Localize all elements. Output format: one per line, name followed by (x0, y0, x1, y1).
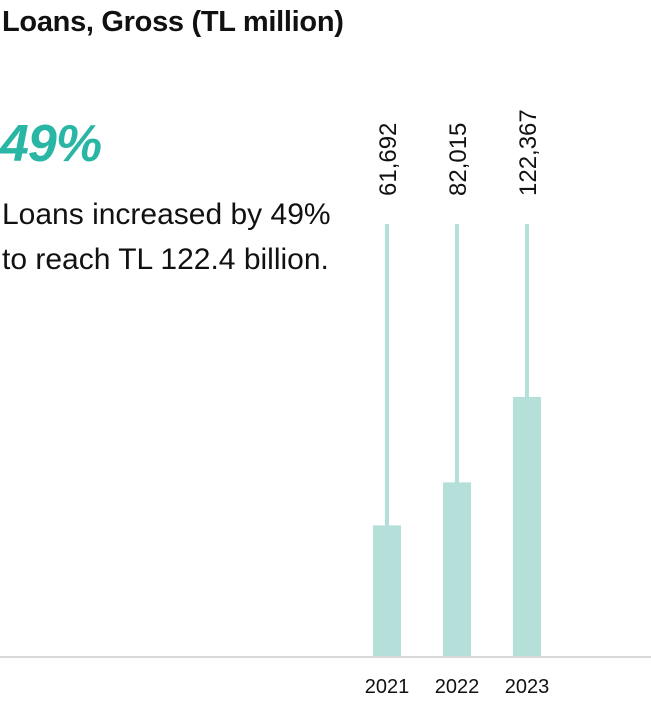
x-tick-label-2023: 2023 (505, 676, 550, 698)
bar-leader-line-2023 (525, 224, 529, 398)
x-tick-label-2021: 2021 (365, 676, 410, 698)
bar-2021 (373, 525, 401, 656)
bar-2023 (513, 396, 541, 656)
chart-title: Loans, Gross (TL million) (2, 6, 344, 38)
bar-leader-line-2022 (455, 224, 459, 484)
bar-leader-line-2021 (385, 224, 389, 527)
value-label-2021: 61,692 (375, 123, 402, 196)
highlight-description: Loans increased by 49% to reach TL 122.4… (2, 198, 331, 276)
value-label-2022: 82,015 (445, 123, 472, 196)
x-tick-label-2022: 2022 (435, 676, 480, 698)
highlight-percentage: 49% (0, 115, 102, 173)
bar-2022 (443, 482, 471, 656)
value-label-2023: 122,367 (515, 109, 542, 196)
